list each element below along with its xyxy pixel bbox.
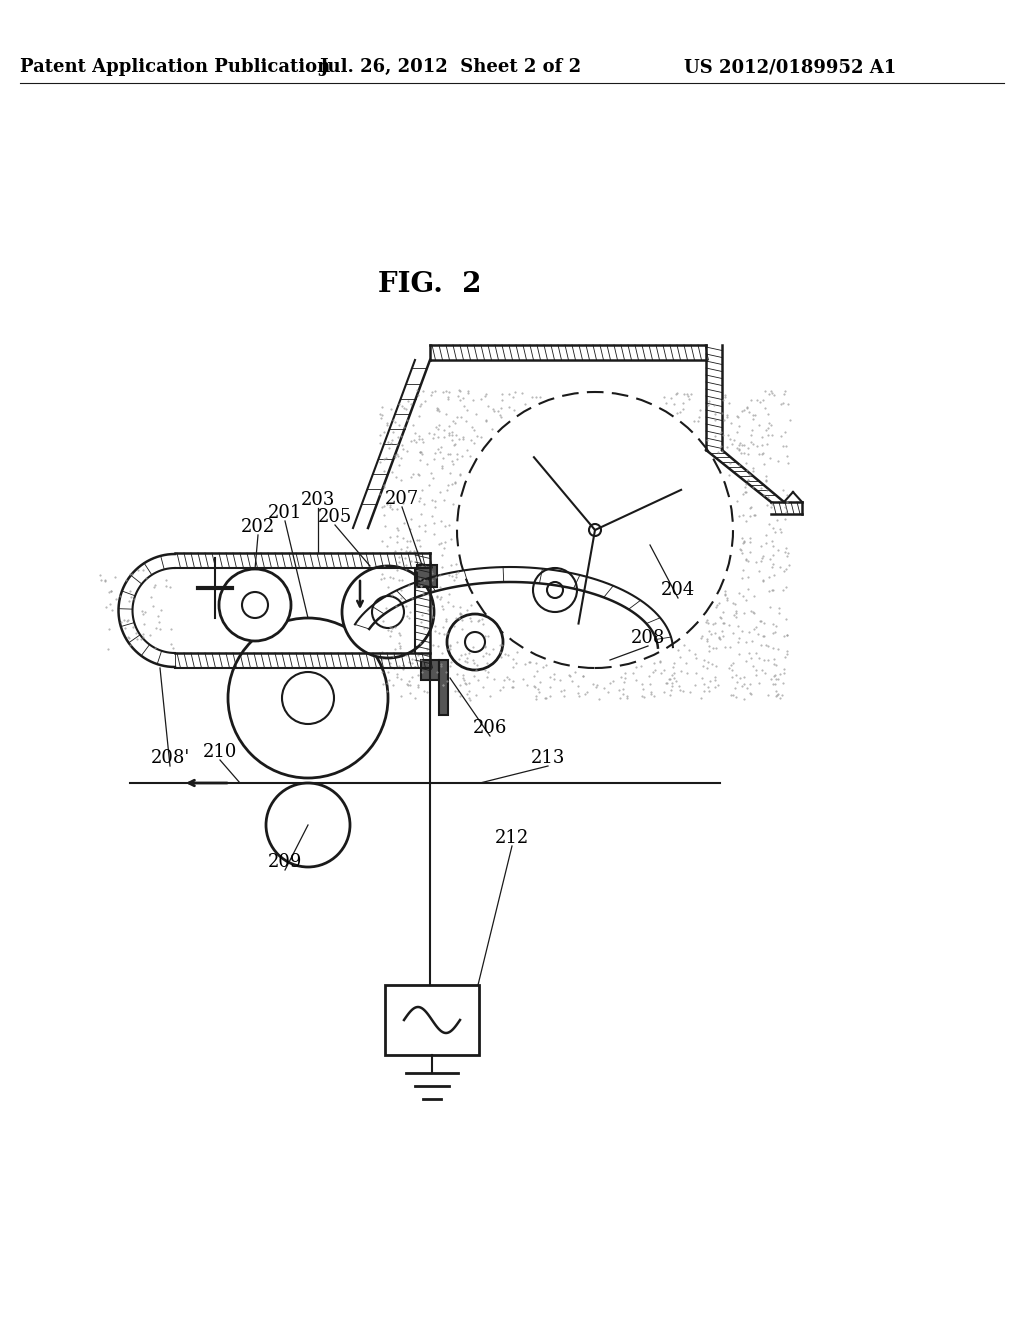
Text: 202: 202	[241, 517, 275, 536]
Text: 208: 208	[631, 630, 666, 647]
Bar	[421, 660, 439, 680]
Text: 205: 205	[317, 508, 352, 525]
Circle shape	[266, 783, 350, 867]
Text: 203: 203	[301, 491, 335, 510]
Text: 204: 204	[660, 581, 695, 599]
Bar	[417, 565, 437, 587]
Text: 206: 206	[473, 719, 507, 737]
Circle shape	[228, 618, 388, 777]
Text: US 2012/0189952 A1: US 2012/0189952 A1	[684, 58, 896, 77]
Text: 212: 212	[495, 829, 529, 847]
Text: 207: 207	[385, 490, 419, 508]
Text: 209: 209	[268, 853, 302, 871]
Text: Patent Application Publication: Patent Application Publication	[19, 58, 330, 77]
Text: FIG.  2: FIG. 2	[378, 272, 481, 298]
Text: 210: 210	[203, 743, 238, 762]
Circle shape	[447, 614, 503, 671]
Text: Jul. 26, 2012  Sheet 2 of 2: Jul. 26, 2012 Sheet 2 of 2	[318, 58, 581, 77]
Bar	[385, 985, 479, 1055]
Circle shape	[534, 568, 577, 612]
Text: 208': 208'	[151, 748, 189, 767]
Circle shape	[342, 566, 434, 657]
Text: 201: 201	[268, 504, 302, 521]
Text: 213: 213	[530, 748, 565, 767]
Circle shape	[589, 524, 601, 536]
Bar	[439, 660, 449, 715]
Circle shape	[219, 569, 291, 642]
